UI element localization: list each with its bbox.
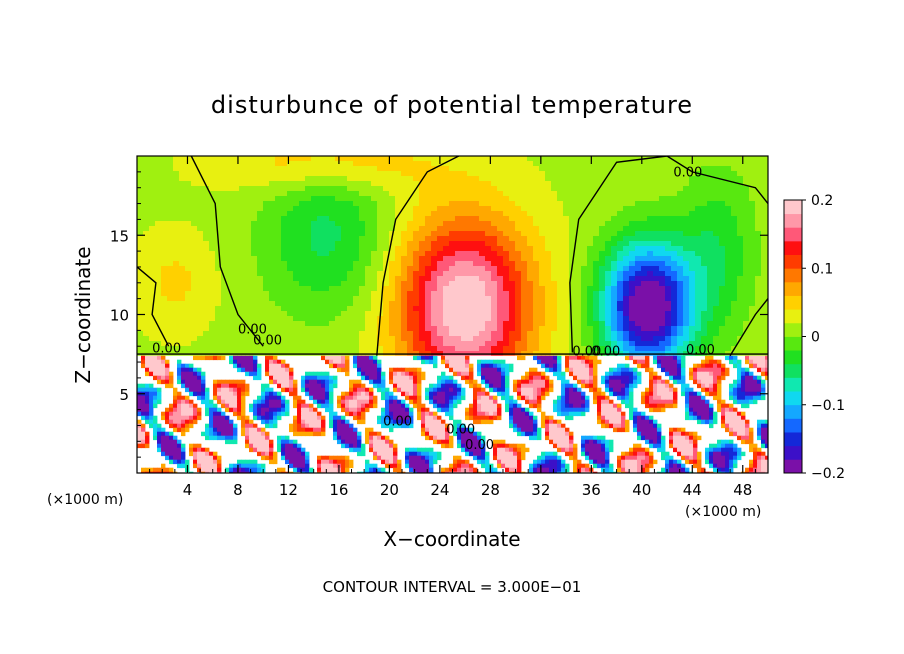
- contour-label: 0.00: [152, 342, 181, 357]
- y-axis-label: Z−coordinate: [71, 246, 95, 383]
- x-tick-label: 48: [733, 481, 752, 499]
- x-tick-label: 36: [582, 481, 601, 499]
- colorbar-segment: [784, 227, 802, 242]
- colorbar-label: 0.1: [811, 261, 833, 277]
- contour-label: 0.00: [383, 414, 412, 429]
- contour-interval-note: CONTOUR INTERVAL = 3.000E−01: [323, 578, 582, 596]
- colorbar-segment: [784, 377, 802, 392]
- x-tick-label: 32: [531, 481, 550, 499]
- contour-label: 0.00: [253, 334, 282, 349]
- contour-label: 0.00: [446, 422, 475, 437]
- colorbar-segment: [784, 240, 802, 255]
- contour-label: 0.00: [572, 345, 601, 360]
- x-tick-label: 28: [481, 481, 500, 499]
- plot-area: [137, 156, 768, 473]
- colorbar-segment: [784, 295, 802, 310]
- colorbar-segment: [784, 445, 802, 460]
- contour-label: 0.00: [673, 166, 702, 181]
- contour-line: [376, 156, 461, 356]
- chart-title: disturbunce of potential temperature: [211, 91, 693, 119]
- colorbar-segment: [784, 432, 802, 447]
- x-tick-label: 24: [430, 481, 449, 499]
- x-unit-right: (×1000 m): [685, 504, 761, 520]
- contour-label: 0.00: [686, 343, 715, 358]
- contour-line: [137, 266, 170, 347]
- colorbar-segment: [784, 391, 802, 406]
- x-tick-label: 8: [233, 481, 243, 499]
- x-tick-label: 12: [279, 481, 298, 499]
- y-tick-label: 15: [110, 227, 129, 245]
- x-tick-label: 44: [683, 481, 702, 499]
- colorbar-segment: [784, 336, 802, 351]
- x-tick-label: 40: [632, 481, 651, 499]
- contour-line: [190, 156, 264, 347]
- colorbar-label: −0.1: [811, 398, 845, 414]
- colorbar-label: 0.2: [811, 193, 833, 209]
- colorbar-segment: [784, 213, 802, 228]
- y-tick-label: 5: [119, 386, 129, 404]
- x-tick-label: 20: [380, 481, 399, 499]
- colorbar-segment: [784, 350, 802, 365]
- colorbar-segment: [784, 404, 802, 419]
- contour-line: [729, 298, 768, 357]
- colorbar-segment: [784, 309, 802, 324]
- colorbar-segment: [784, 459, 802, 474]
- x-tick-label: 4: [183, 481, 193, 499]
- colorbar-segment: [784, 322, 802, 337]
- colorbar-segment: [784, 363, 802, 378]
- x-unit-left: (×1000 m): [47, 492, 123, 508]
- colorbar-segment: [784, 268, 802, 283]
- colorbar-segment: [784, 418, 802, 433]
- x-tick-label: 16: [329, 481, 348, 499]
- colorbar-label: 0: [811, 330, 820, 346]
- contour-label: 0.00: [591, 345, 620, 360]
- x-axis-label: X−coordinate: [383, 527, 520, 551]
- contour-label: 0.00: [238, 323, 267, 338]
- colorbar-label: −0.2: [811, 466, 845, 482]
- colorbar-segment: [784, 254, 802, 269]
- contour-label: 0.00: [465, 438, 494, 453]
- y-tick-label: 10: [110, 307, 129, 325]
- colorbar: 0.2 0.1 0 −0.1 −0.2: [783, 193, 845, 482]
- colorbar-segment: [784, 200, 802, 215]
- colorbar-segment: [784, 281, 802, 296]
